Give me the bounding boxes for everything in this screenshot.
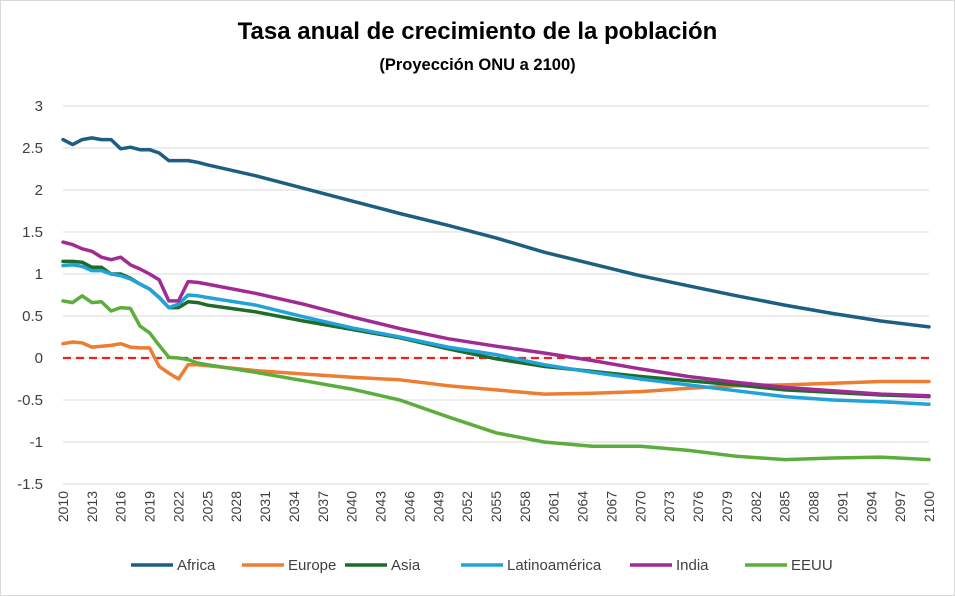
y-tick-label: 2 bbox=[35, 182, 43, 199]
x-tick-label: 2040 bbox=[344, 491, 360, 522]
x-tick-label: 2067 bbox=[603, 491, 619, 522]
x-tick-label: 2043 bbox=[373, 491, 389, 522]
legend-label: Asia bbox=[391, 557, 421, 574]
x-tick-label: 2019 bbox=[142, 491, 158, 522]
legend-label: EEUU bbox=[791, 557, 833, 574]
y-tick-label: 1.5 bbox=[22, 224, 43, 241]
series-line-eeuu bbox=[61, 294, 931, 462]
x-tick-label: 2055 bbox=[488, 491, 504, 522]
x-tick-label: 2028 bbox=[228, 491, 244, 522]
x-tick-label: 2094 bbox=[863, 491, 879, 522]
y-tick-label: 0 bbox=[35, 350, 43, 367]
y-tick-label: 0.5 bbox=[22, 308, 43, 325]
series-line-europe bbox=[61, 340, 931, 396]
legend-label: Europe bbox=[288, 557, 336, 574]
x-tick-label: 2091 bbox=[834, 491, 850, 522]
legend-label: Latinoamérica bbox=[507, 557, 602, 574]
x-tick-label: 2073 bbox=[661, 491, 677, 522]
x-tick-label: 2085 bbox=[777, 491, 793, 522]
y-axis: 3 2.5 2 1.5 1 0.5 0 -0.5 -1 -1.5 bbox=[17, 98, 43, 493]
x-tick-label: 2031 bbox=[257, 491, 273, 522]
x-axis: 2010 2013 2016 2019 2022 2025 2028 2031 2034 2037… bbox=[55, 491, 937, 522]
y-tick-label: -1.5 bbox=[17, 476, 43, 493]
series-line-latinoamérica bbox=[61, 263, 931, 406]
legend-label: Africa bbox=[177, 557, 216, 574]
x-tick-label: 2010 bbox=[55, 491, 71, 522]
x-tick-label: 2064 bbox=[575, 491, 591, 522]
x-tick-label: 2082 bbox=[748, 491, 764, 522]
x-tick-label: 2058 bbox=[517, 491, 533, 522]
x-tick-label: 2061 bbox=[546, 491, 562, 522]
x-tick-label: 2022 bbox=[170, 491, 186, 522]
legend-label: India bbox=[676, 557, 709, 574]
y-tick-label: 3 bbox=[35, 98, 43, 115]
y-tick-label: -1 bbox=[30, 434, 43, 451]
x-tick-label: 2049 bbox=[430, 491, 446, 522]
x-tick-label: 2025 bbox=[199, 491, 215, 522]
y-tick-label: 1 bbox=[35, 266, 43, 283]
series-line-india bbox=[61, 240, 931, 398]
x-tick-label: 2016 bbox=[113, 491, 129, 522]
x-tick-label: 2052 bbox=[459, 491, 475, 522]
y-tick-label: -0.5 bbox=[17, 392, 43, 409]
x-tick-label: 2013 bbox=[84, 491, 100, 522]
x-tick-label: 2079 bbox=[719, 491, 735, 522]
x-tick-label: 2046 bbox=[401, 491, 417, 522]
legend: Africa Europe Asia Latinoamérica India EEUU bbox=[131, 557, 833, 574]
x-tick-label: 2076 bbox=[690, 491, 706, 522]
x-tick-label: 2088 bbox=[806, 491, 822, 522]
series-lines bbox=[61, 136, 931, 462]
x-tick-label: 2034 bbox=[286, 491, 302, 522]
series-line-africa bbox=[61, 136, 931, 329]
chart-title: Tasa anual de crecimiento de la població… bbox=[237, 18, 718, 45]
x-tick-label: 2037 bbox=[315, 491, 331, 522]
x-tick-label: 2070 bbox=[632, 491, 648, 522]
chart-subtitle: (Proyección ONU a 2100) bbox=[379, 56, 576, 74]
x-tick-label: 2100 bbox=[921, 491, 937, 522]
y-tick-label: 2.5 bbox=[22, 140, 43, 157]
x-tick-label: 2097 bbox=[892, 491, 908, 522]
